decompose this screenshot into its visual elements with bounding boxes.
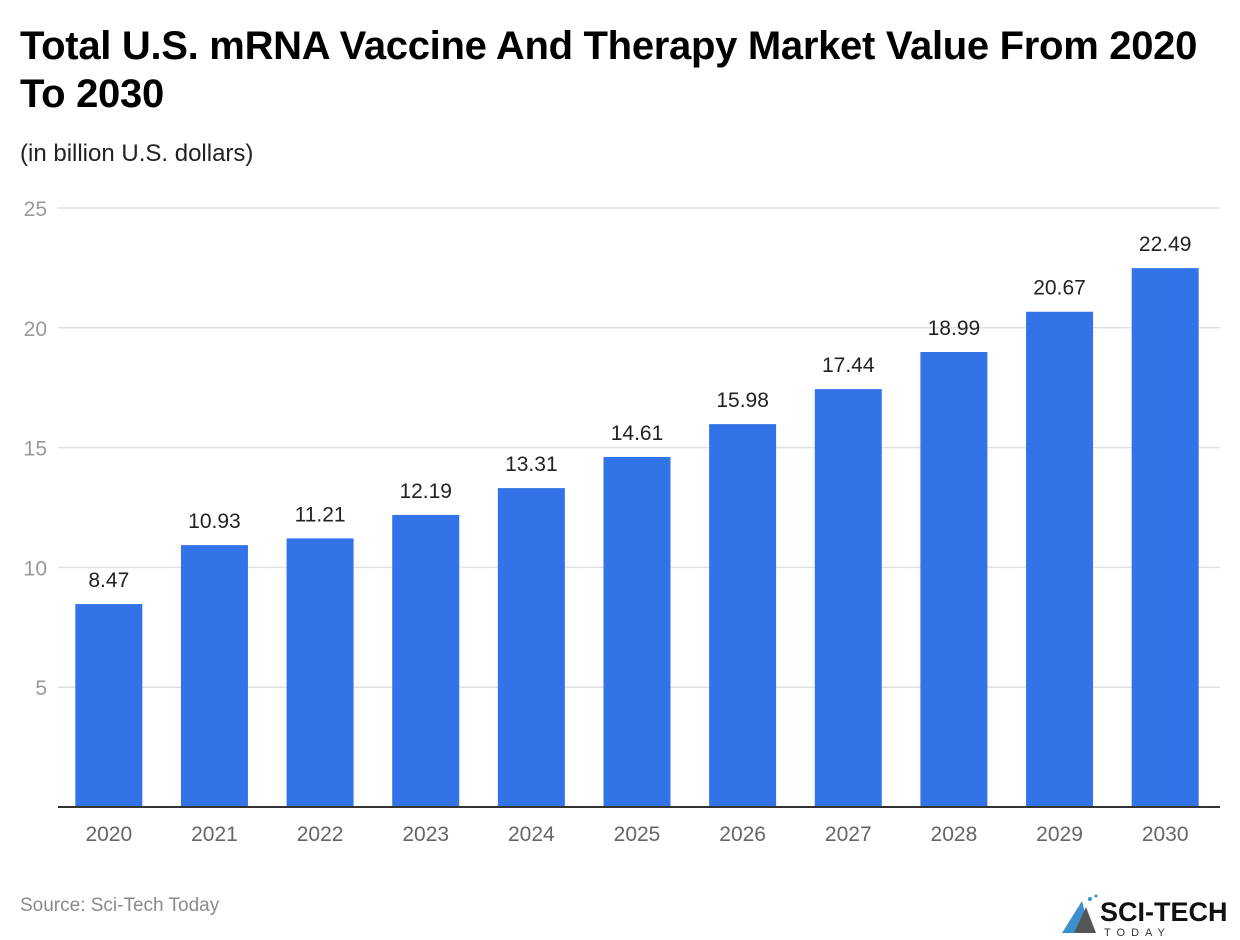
svg-text:SCI-TECH: SCI-TECH bbox=[1100, 897, 1228, 927]
data-label: 13.31 bbox=[505, 453, 558, 476]
data-label: 12.19 bbox=[399, 480, 452, 503]
bar-2026 bbox=[709, 424, 777, 807]
x-tick-label: 2020 bbox=[85, 823, 132, 846]
bar-2030 bbox=[1131, 268, 1199, 807]
bar-2027 bbox=[814, 389, 882, 807]
bar-2028 bbox=[920, 351, 988, 807]
x-tick-label: 2023 bbox=[402, 823, 449, 846]
data-label: 11.21 bbox=[295, 503, 346, 526]
svg-text:TODAY: TODAY bbox=[1104, 927, 1171, 938]
x-tick-label: 2027 bbox=[825, 823, 872, 846]
x-tick-label: 2030 bbox=[1142, 823, 1189, 846]
data-label: 15.98 bbox=[716, 389, 769, 412]
bar-2029 bbox=[1026, 311, 1094, 807]
bar-2021 bbox=[180, 545, 248, 807]
source-note: Source: Sci-Tech Today bbox=[20, 895, 220, 916]
x-tick-label: 2025 bbox=[614, 823, 661, 846]
y-tick-label: 5 bbox=[35, 677, 47, 700]
data-label: 10.93 bbox=[188, 510, 241, 533]
data-label: 17.44 bbox=[822, 354, 875, 377]
data-label: 22.49 bbox=[1139, 233, 1192, 256]
x-tick-label: 2021 bbox=[191, 823, 238, 846]
y-tick-label: 25 bbox=[24, 198, 47, 221]
bar-chart: 5101520258.47202010.93202111.21202212.19… bbox=[24, 198, 1220, 846]
x-tick-label: 2026 bbox=[719, 823, 766, 846]
x-tick-label: 2029 bbox=[1036, 823, 1083, 846]
chart-title: Total U.S. mRNA Vaccine And Therapy Mark… bbox=[20, 24, 1198, 116]
data-label: 20.67 bbox=[1033, 277, 1086, 300]
data-label: 8.47 bbox=[88, 569, 129, 592]
bar-2025 bbox=[603, 456, 671, 807]
y-tick-label: 20 bbox=[24, 318, 47, 341]
bar-2023 bbox=[392, 514, 460, 807]
x-tick-label: 2028 bbox=[931, 823, 978, 846]
bar-2022 bbox=[286, 538, 354, 807]
chart-subtitle: (in billion U.S. dollars) bbox=[20, 140, 254, 167]
data-label: 18.99 bbox=[928, 317, 981, 340]
sci-tech-today-logo: SCI-TECH TODAY bbox=[1062, 894, 1228, 938]
bar-2020 bbox=[75, 604, 143, 807]
data-label: 14.61 bbox=[611, 422, 664, 445]
y-tick-label: 15 bbox=[24, 438, 47, 461]
bar-2024 bbox=[497, 488, 565, 807]
x-tick-label: 2024 bbox=[508, 823, 555, 846]
y-tick-label: 10 bbox=[24, 557, 47, 580]
x-tick-label: 2022 bbox=[297, 823, 344, 846]
